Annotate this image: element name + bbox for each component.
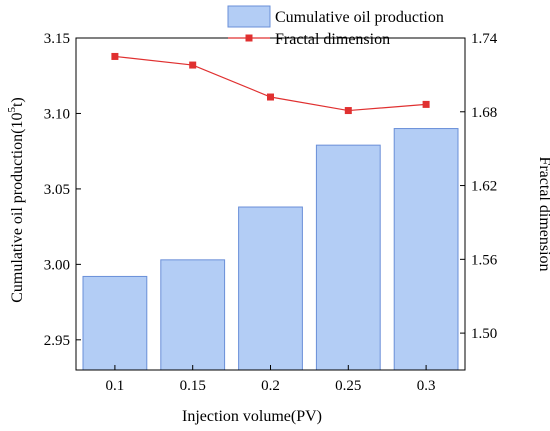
left-tick-label: 3.10 bbox=[44, 106, 70, 122]
x-tick-label: 0.25 bbox=[335, 378, 361, 394]
left-axis-title: Cumulative oil production(105t) bbox=[6, 97, 26, 302]
fractal-line-layer bbox=[111, 52, 430, 115]
bar-0.15 bbox=[160, 259, 226, 371]
right-tick-label: 1.62 bbox=[471, 179, 497, 195]
left-tick-label: 2.95 bbox=[44, 333, 70, 349]
point-0.15 bbox=[189, 61, 197, 69]
legend-line-marker bbox=[245, 34, 253, 42]
left-axis-title-main: Cumulative oil production(10 bbox=[9, 113, 26, 303]
bar-0.25 bbox=[315, 144, 381, 371]
right-axis-title: Fractal dimension bbox=[536, 156, 550, 271]
x-tick-label: 0.1 bbox=[106, 378, 125, 394]
right-tick-label: 1.74 bbox=[471, 31, 498, 47]
left-tick-label: 3.00 bbox=[44, 257, 70, 273]
legend-line-label: Fractal dimension bbox=[275, 31, 390, 48]
right-tick-label: 1.56 bbox=[471, 252, 498, 268]
point-0.1 bbox=[111, 52, 119, 60]
fractal-dimension-line bbox=[114, 55, 427, 112]
x-tick-label: 0.2 bbox=[261, 378, 280, 394]
x-axis-ticks: 0.1 0.15 0.2 0.25 0.3 bbox=[106, 365, 436, 394]
right-tick-label: 1.68 bbox=[471, 105, 497, 121]
bar-0.1 bbox=[82, 275, 148, 371]
right-tick-label: 1.50 bbox=[471, 326, 497, 342]
left-tick-label: 3.05 bbox=[44, 182, 70, 198]
bar-0.3 bbox=[393, 128, 459, 371]
left-axis-title-sup: 5 bbox=[6, 107, 18, 113]
legend: Cumulative oil production Fractal dimens… bbox=[227, 5, 444, 48]
left-axis-ticks: 2.95 3.00 3.05 3.10 3.15 bbox=[44, 31, 81, 349]
point-0.2 bbox=[267, 93, 274, 101]
point-0.3 bbox=[422, 100, 430, 108]
legend-bar-label: Cumulative oil production bbox=[275, 9, 444, 26]
legend-bar-swatch bbox=[227, 5, 271, 28]
right-axis-ticks: 1.50 1.56 1.62 1.68 1.74 bbox=[460, 31, 498, 342]
bars-layer bbox=[82, 128, 459, 371]
left-axis-title-end: t) bbox=[9, 97, 26, 107]
left-tick-label: 3.15 bbox=[44, 31, 70, 47]
x-tick-label: 0.15 bbox=[180, 378, 206, 394]
x-tick-label: 0.3 bbox=[417, 378, 436, 394]
point-0.25 bbox=[344, 107, 352, 115]
bar-0.2 bbox=[238, 206, 303, 371]
x-axis-title: Injection volume(PV) bbox=[182, 408, 322, 425]
